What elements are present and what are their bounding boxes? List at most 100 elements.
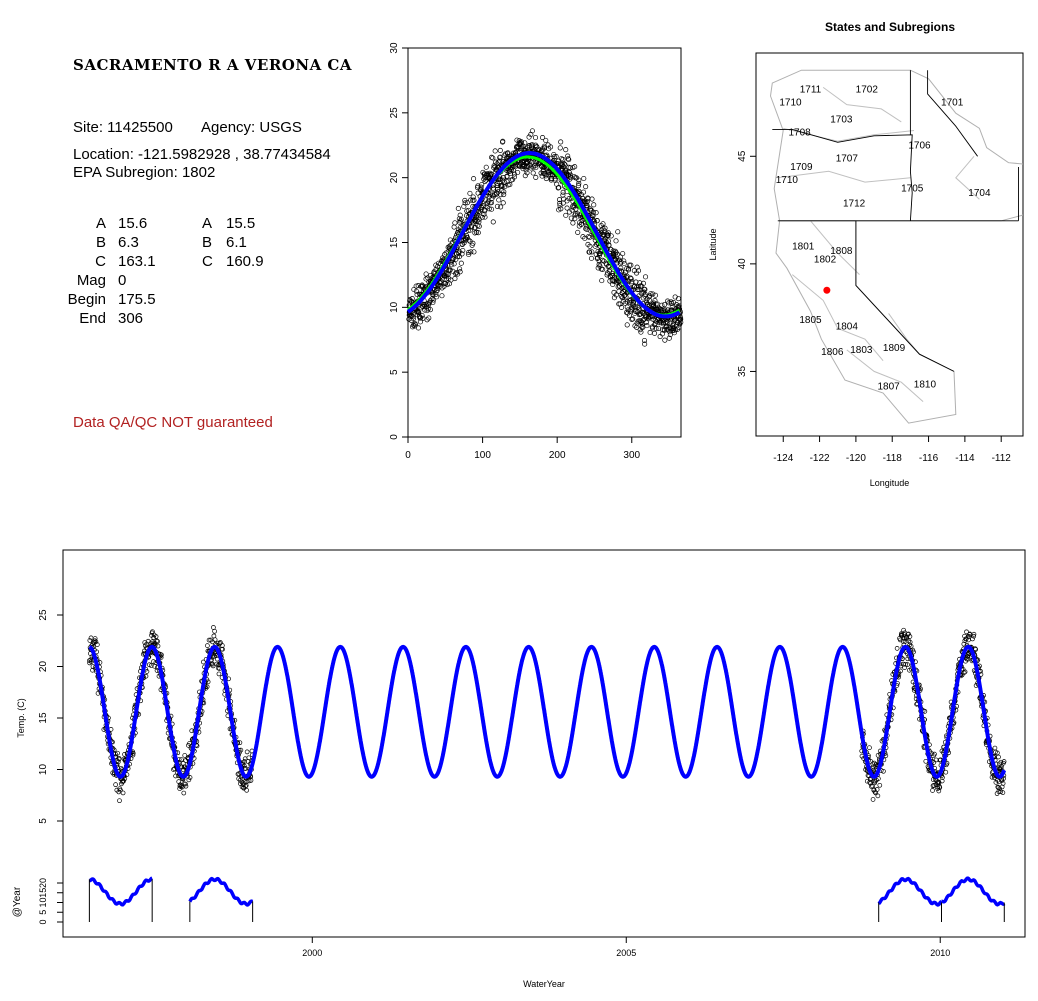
- map-outlines: [769, 69, 1023, 424]
- param-label: Begin: [67, 291, 106, 308]
- data-point: [415, 325, 421, 331]
- data-point: [565, 156, 571, 162]
- data-point: [874, 787, 880, 792]
- data-point: [651, 330, 658, 336]
- data-point: [676, 303, 682, 309]
- data-point: [995, 778, 1000, 783]
- y-axis-label: Temp. (C): [16, 698, 26, 738]
- y-tick-label: 25: [38, 609, 49, 621]
- state-border: [927, 70, 978, 157]
- data-point: [148, 663, 154, 668]
- data-point: [566, 157, 572, 163]
- data-point: [622, 292, 628, 298]
- data-point: [615, 278, 621, 284]
- subregion-label: 1710: [779, 97, 802, 108]
- map-title: States and Subregions: [825, 20, 955, 34]
- data-point: [638, 329, 644, 335]
- y-tick-label: 20: [389, 172, 400, 184]
- data-point: [996, 779, 1002, 784]
- x-tick-label: 100: [474, 450, 491, 461]
- data-point: [453, 270, 460, 276]
- data-point: [248, 778, 254, 783]
- fit-line: [406, 151, 681, 319]
- data-point: [92, 638, 98, 644]
- data-point: [593, 210, 599, 216]
- data-point: [1000, 790, 1006, 795]
- data-point: [899, 633, 905, 638]
- y-axis-label: Latitude: [708, 228, 718, 260]
- data-point: [563, 147, 569, 153]
- param-value1: 15.6: [118, 215, 148, 232]
- subregion-boundary: [791, 274, 884, 362]
- data-point: [533, 165, 539, 171]
- data-point: [122, 776, 128, 782]
- data-point: [652, 298, 658, 304]
- data-point: [558, 139, 564, 145]
- agency: Agency: USGS: [201, 119, 302, 136]
- y-tick-label: 35: [737, 365, 748, 377]
- y2-tick-label: 15: [38, 888, 48, 898]
- data-point: [971, 633, 977, 639]
- annual-curve: [941, 876, 1006, 907]
- data-point: [533, 174, 539, 180]
- data-point: [971, 631, 977, 637]
- data-point: [155, 643, 161, 649]
- data-point: [516, 162, 523, 168]
- data-point: [961, 641, 967, 647]
- data-point: [497, 158, 503, 164]
- data-point: [525, 163, 531, 169]
- subregion-boundary: [777, 170, 911, 183]
- data-point: [560, 156, 566, 163]
- data-point: [540, 134, 546, 141]
- x-tick-label: -116: [919, 453, 939, 464]
- data-point: [642, 291, 648, 297]
- data-point: [543, 173, 549, 179]
- data-point: [613, 292, 619, 298]
- data-point: [998, 765, 1004, 771]
- subregion-label: 1810: [914, 379, 937, 390]
- data-point: [471, 176, 477, 182]
- data-point: [467, 227, 473, 233]
- data-point: [557, 202, 563, 209]
- subregion-label: 1809: [883, 343, 906, 354]
- subregion-boundary: [846, 349, 924, 402]
- x-tick-label: -118: [883, 453, 903, 464]
- data-point: [560, 192, 566, 198]
- data-point: [606, 242, 612, 248]
- data-point: [608, 233, 614, 239]
- data-point: [456, 250, 462, 256]
- data-point: [636, 306, 643, 312]
- data-point: [671, 330, 677, 336]
- data-point: [413, 283, 419, 289]
- data-point: [642, 341, 648, 347]
- data-point: [655, 306, 661, 312]
- data-point: [181, 790, 187, 796]
- y-tick-label: 5: [389, 369, 400, 375]
- subregion-label: 1707: [836, 153, 859, 164]
- data-point: [629, 316, 635, 322]
- subregion-label: 1804: [836, 321, 859, 332]
- data-point: [151, 635, 157, 640]
- data-point: [994, 750, 1000, 756]
- data-point: [587, 249, 593, 255]
- data-point: [426, 315, 432, 321]
- data-point: [492, 148, 498, 154]
- data-point: [881, 768, 886, 774]
- data-point: [588, 255, 595, 261]
- data-point: [618, 265, 624, 271]
- data-point: [620, 251, 626, 257]
- data-point: [507, 182, 513, 188]
- data-point: [441, 252, 448, 258]
- data-point: [903, 661, 908, 667]
- data-point: [614, 251, 621, 257]
- data-point: [572, 211, 579, 217]
- y-tick-label: 20: [38, 661, 49, 673]
- data-point: [244, 749, 250, 755]
- data-point: [498, 183, 504, 189]
- data-point: [530, 164, 536, 170]
- x-tick-label: 0: [405, 450, 411, 461]
- y2-tick-label: 5: [38, 910, 48, 915]
- data-point: [562, 168, 568, 174]
- data-point: [466, 237, 472, 243]
- data-point: [446, 244, 452, 250]
